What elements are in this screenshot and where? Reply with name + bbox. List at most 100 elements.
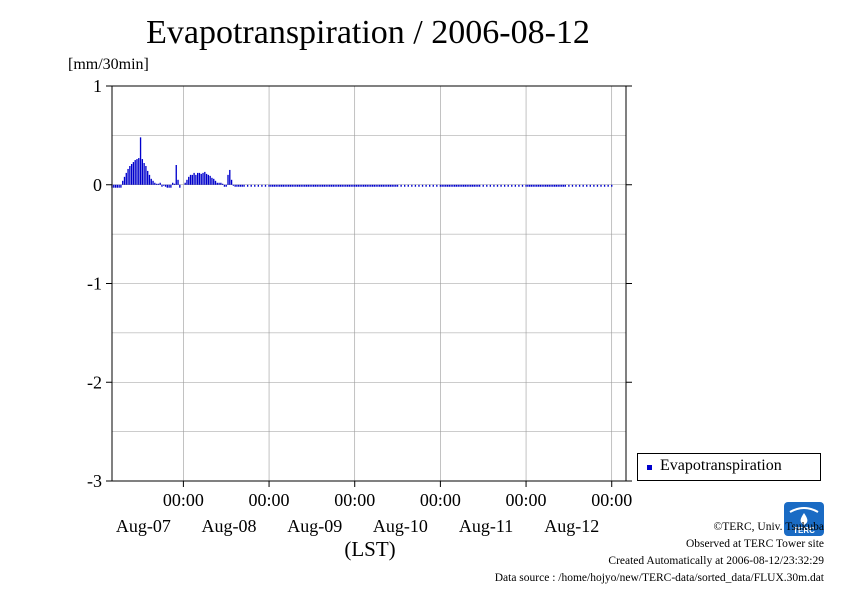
bar [134,160,136,185]
bar [229,169,231,185]
bar [227,174,229,185]
bar [421,184,424,187]
x-tick-time-label: 00:00 [334,490,375,510]
bar [350,184,352,187]
bar [452,184,454,187]
bar [514,184,517,187]
bar [441,184,443,187]
bar [407,184,409,187]
bar [503,184,506,187]
bar [525,184,527,187]
bar [450,184,452,187]
bar [118,184,120,188]
bar [596,184,599,187]
bar [130,164,133,185]
bar [264,184,267,187]
bar [391,184,393,187]
bar [313,184,315,187]
bar [305,184,308,187]
bar [518,184,520,187]
bar [528,184,531,187]
bar [496,184,499,187]
bar [345,184,347,187]
bar [141,159,144,185]
bar [143,163,145,185]
bar [325,184,327,187]
bar [471,184,474,187]
bar [214,180,217,185]
bar [282,184,285,187]
bar [257,184,260,187]
bar [607,184,609,187]
bar [213,178,215,185]
y-tick-label: -2 [87,372,102,392]
bar [536,184,538,187]
bar [323,184,326,187]
bar [575,184,577,187]
bar [166,184,168,188]
bar [550,184,552,187]
bar [552,184,554,187]
bar [159,182,161,185]
bar [223,184,226,187]
bar [241,184,243,187]
terc-logo: TERC [784,502,824,536]
bar [346,184,349,187]
bar [296,184,299,187]
bar [446,184,449,187]
bar [332,184,334,187]
credit-source: Data source : /home/hojyo/new/TERC-data/… [494,572,824,584]
bar [337,184,340,187]
bar [184,182,186,185]
bar [414,184,417,187]
bar [218,182,220,185]
bar [172,182,174,185]
x-tick-time-label: 00:00 [420,490,461,510]
y-tick-label: 1 [93,76,102,96]
bar [195,174,197,185]
bar [478,184,481,187]
bar [482,184,484,187]
bar [330,184,333,187]
bar [389,184,392,187]
bar [316,184,318,187]
bar [543,184,545,187]
bar [380,184,383,187]
credit-copyright: ©TERC, Univ. Tsukuba [713,521,824,533]
bar [559,184,561,187]
bar [127,168,129,185]
bar [177,179,179,185]
bar [170,184,172,188]
bar [271,184,274,187]
bar [120,184,122,188]
bar [475,184,477,187]
bar [314,184,317,187]
x-tick-date-label: Aug-07 [116,516,171,536]
bar [164,184,167,187]
bar [327,184,329,187]
bar [238,184,240,187]
bar [198,172,201,185]
bar [387,184,390,187]
bar [366,184,368,187]
bar [530,184,533,187]
bar [411,184,413,187]
bar [396,184,399,187]
x-tick-date-label: Aug-10 [373,516,428,536]
bar [295,184,297,187]
bar [277,184,279,187]
bar [254,184,256,187]
bar [589,184,591,187]
bar [204,171,206,185]
bar [555,184,558,187]
bar [275,184,277,187]
bar [209,175,211,185]
x-axis-unit: (LST) [344,537,396,561]
bar [461,184,463,187]
bar [359,184,361,187]
bar [354,184,356,187]
bar [132,162,135,185]
bar [473,184,475,187]
bar [155,183,158,185]
bar [232,184,235,186]
